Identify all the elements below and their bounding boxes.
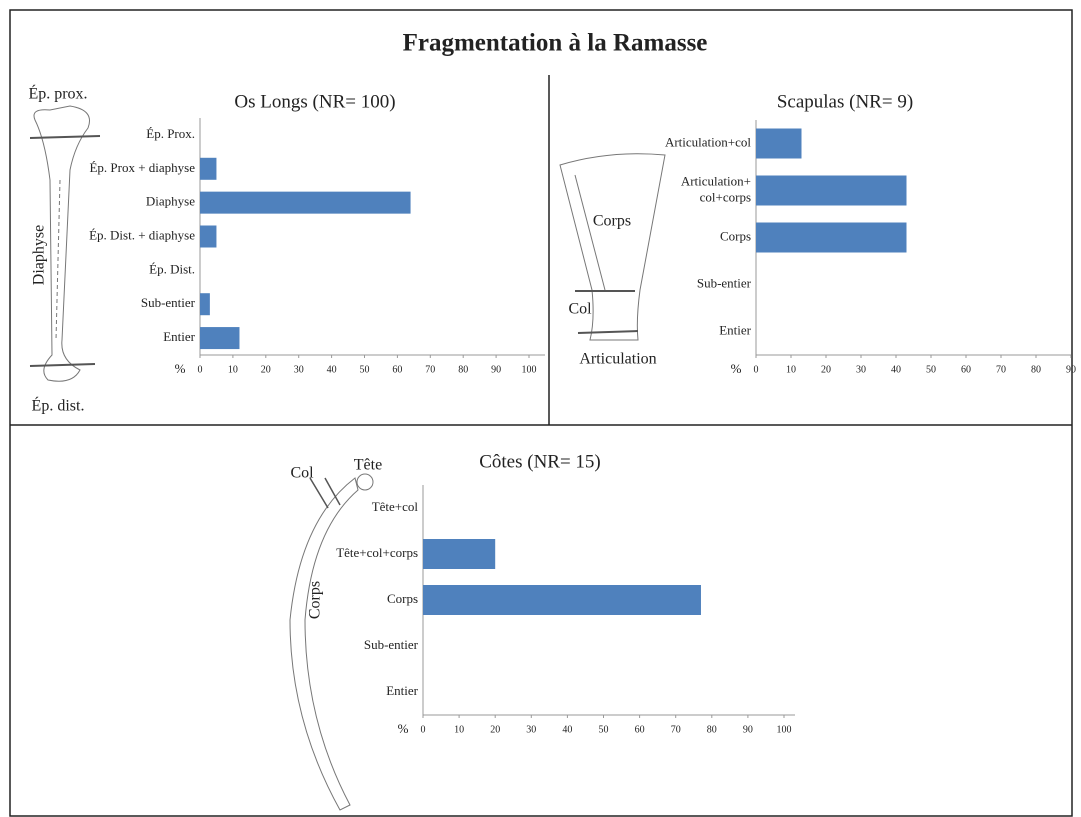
x-axis-label: % — [731, 361, 742, 376]
x-tick-label: 90 — [491, 364, 501, 375]
y-tick-label: Ép. Dist. + diaphyse — [89, 227, 195, 242]
y-tick-label: Ép. Prox + diaphyse — [89, 160, 195, 175]
x-tick-label: 0 — [421, 724, 426, 735]
y-tick-label: Corps — [720, 228, 751, 243]
annotation: Articulation — [579, 351, 656, 368]
annotation: Tête — [354, 457, 382, 474]
x-tick-label: 90 — [1066, 364, 1076, 375]
y-tick-label: Articulation+ col+corps — [681, 174, 751, 205]
y-tick-label: Tête+col — [372, 499, 419, 514]
y-tick-label: Ép. Prox. — [146, 126, 195, 141]
chart-title: Os Longs (NR= 100) — [234, 91, 395, 112]
x-tick-label: 50 — [926, 364, 936, 375]
x-tick-label: 60 — [635, 724, 645, 735]
x-tick-label: 100 — [522, 364, 537, 375]
y-tick-label: Entier — [163, 329, 195, 344]
y-tick-label: Diaphyse — [146, 194, 195, 209]
figure-title: Fragmentation à la Ramasse — [403, 30, 708, 57]
x-tick-label: 20 — [261, 364, 271, 375]
bar — [200, 191, 411, 214]
annotation: Corps — [593, 213, 631, 230]
x-tick-label: 50 — [599, 724, 609, 735]
y-tick-label: Entier — [386, 683, 418, 698]
annotation: Diaphyse — [31, 225, 48, 285]
x-axis-label: % — [398, 721, 409, 736]
annotation: Corps — [307, 581, 324, 619]
x-tick-label: 40 — [327, 364, 337, 375]
y-tick-label: Sub-entier — [141, 295, 196, 310]
x-tick-label: 80 — [1031, 364, 1041, 375]
x-tick-label: 10 — [228, 364, 238, 375]
bar — [423, 585, 701, 615]
x-tick-label: 70 — [671, 724, 681, 735]
x-axis-label: % — [175, 361, 186, 376]
y-tick-label: Corps — [387, 591, 418, 606]
y-tick-label: Sub-entier — [697, 275, 752, 290]
bar — [756, 128, 802, 159]
x-tick-label: 70 — [425, 364, 435, 375]
x-tick-label: 60 — [392, 364, 402, 375]
bar — [200, 157, 217, 180]
bar — [200, 293, 210, 316]
x-tick-label: 20 — [821, 364, 831, 375]
x-tick-label: 40 — [891, 364, 901, 375]
x-tick-label: 10 — [786, 364, 796, 375]
bar — [756, 175, 907, 206]
x-tick-label: 70 — [996, 364, 1006, 375]
y-tick-label: Tête+col+corps — [336, 545, 418, 560]
x-tick-label: 0 — [754, 364, 759, 375]
x-tick-label: 90 — [743, 724, 753, 735]
x-tick-label: 0 — [198, 364, 203, 375]
x-tick-label: 80 — [707, 724, 717, 735]
chart-title: Côtes (NR= 15) — [479, 451, 601, 472]
scapula — [559, 153, 666, 341]
x-tick-label: 30 — [526, 724, 536, 735]
bar — [756, 222, 907, 253]
bar — [423, 539, 496, 569]
y-tick-label: Entier — [719, 322, 751, 337]
annotation: Col — [290, 465, 314, 482]
x-tick-label: 30 — [856, 364, 866, 375]
x-tick-label: 100 — [777, 724, 792, 735]
x-tick-label: 80 — [458, 364, 468, 375]
x-tick-label: 30 — [294, 364, 304, 375]
y-tick-label: Ép. Dist. — [149, 261, 195, 276]
bar — [200, 327, 240, 350]
annotation: Ép. prox. — [28, 84, 87, 103]
y-tick-label: Articulation+col — [665, 134, 751, 149]
x-tick-label: 20 — [490, 724, 500, 735]
rib — [289, 473, 374, 811]
y-tick-label: Sub-entier — [364, 637, 419, 652]
frame — [9, 9, 1073, 817]
x-tick-label: 10 — [454, 724, 464, 735]
x-tick-label: 40 — [562, 724, 572, 735]
long-bone — [29, 105, 101, 382]
annotation: Ép. dist. — [32, 396, 85, 415]
annotation: Col — [568, 301, 592, 318]
bar — [200, 225, 217, 248]
x-tick-label: 50 — [360, 364, 370, 375]
chart-title: Scapulas (NR= 9) — [777, 91, 913, 112]
x-tick-label: 60 — [961, 364, 971, 375]
